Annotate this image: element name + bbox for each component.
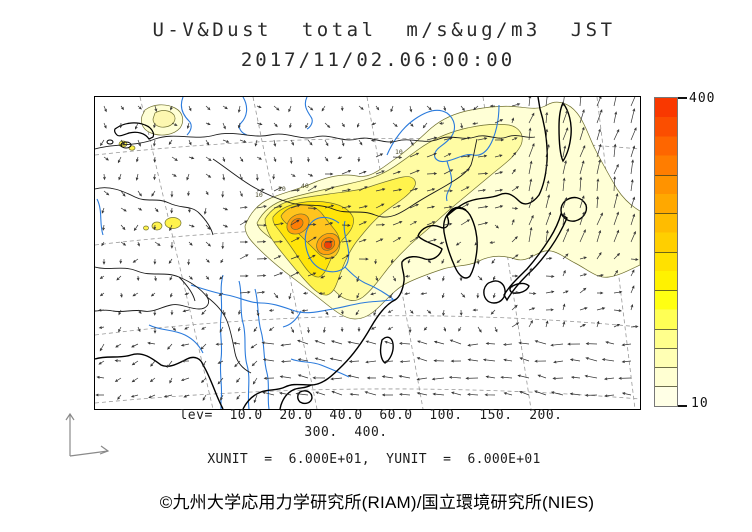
coast-ne-mainland — [446, 97, 548, 217]
wind-vector-field — [95, 97, 639, 404]
colorbar-divider — [655, 367, 677, 368]
colorbar-divider — [655, 347, 677, 349]
contour-levels-line2: 300. 400. — [304, 425, 388, 440]
map-canvas: 10 20 40 10 — [94, 96, 641, 410]
unit-vector-axes-icon — [65, 412, 110, 457]
coast-shikoku — [509, 282, 530, 294]
coast-vietnam — [279, 384, 312, 409]
dust-blob-west-3 — [143, 225, 149, 231]
dust-core-1-200 — [290, 218, 304, 230]
colorbar-divider — [655, 290, 677, 291]
contour-levels-line1: lev= 10.0 20.0 40.0 60.0 100. 150. 200. — [179, 408, 563, 423]
river-xi — [290, 358, 350, 378]
border-myanmar — [206, 296, 252, 374]
lake-balkhash — [114, 122, 155, 140]
figure-timestamp: 2017/11/02.06:00:00 — [240, 49, 516, 71]
river-irrawaddy — [219, 274, 224, 409]
river-amur-branch — [445, 160, 453, 202]
colorbar-divider — [655, 386, 677, 388]
colorbar — [654, 97, 678, 407]
coast-taiwan — [379, 336, 394, 364]
svg-text:40: 40 — [301, 182, 309, 190]
border-nepal-spur — [178, 276, 196, 302]
dust-patch-northwest-inner — [152, 110, 176, 128]
coast-sakhalin — [558, 101, 572, 163]
map-graphic: 10 20 40 10 — [95, 97, 640, 409]
svg-text:10: 10 — [255, 191, 263, 199]
svg-text:10: 10 — [395, 148, 403, 156]
colorbar-max-tick — [678, 97, 687, 99]
coast-korea — [442, 207, 478, 279]
border-russia — [95, 133, 536, 150]
river-salween — [238, 280, 250, 409]
coast-hokkaido — [560, 196, 588, 222]
dust-speck-2 — [128, 145, 136, 151]
river-yellow-loop — [304, 216, 350, 273]
contour-labels: 10 20 40 10 — [255, 148, 403, 199]
coast-indochina — [242, 383, 312, 409]
coastlines — [95, 97, 588, 409]
river-north-1 — [180, 97, 192, 136]
coast-hainan — [297, 390, 313, 405]
coast-honshu — [503, 212, 568, 302]
colorbar-min-label: 10 — [691, 396, 709, 411]
dust-blob-west-1 — [151, 221, 163, 231]
border-mongolia — [212, 138, 478, 218]
border-india-tibet — [95, 266, 210, 313]
river-west-edge — [96, 198, 104, 236]
colorbar-divider — [655, 174, 677, 176]
figure-title: U-V&Dust total m/s&ug/m3 JST — [152, 19, 616, 41]
coast-kyushu — [483, 280, 506, 304]
river-north-2 — [238, 97, 248, 136]
colorbar-divider — [655, 213, 677, 214]
river-ganges — [148, 324, 204, 354]
dust-contour-fills — [118, 101, 640, 320]
border-west-china — [95, 187, 214, 236]
lake-small — [106, 139, 114, 145]
colorbar-max-label: 400 — [689, 91, 716, 106]
dust-blob-west-2 — [164, 217, 182, 229]
colorbar-divider — [655, 251, 677, 253]
river-yangtze — [190, 284, 398, 314]
border-lines — [95, 133, 536, 374]
coast-india-bengal — [95, 353, 224, 409]
river-yellow-lower — [344, 266, 394, 300]
copyright-text: ©九州大学応用力学研究所(RIAM)/国立環境研究所(NIES) — [159, 493, 595, 512]
colorbar-min-tick — [678, 405, 687, 407]
colorbar-divider — [655, 328, 677, 330]
coast-china-east — [310, 206, 467, 386]
river-yangtze-trib — [282, 310, 302, 328]
svg-text:20: 20 — [278, 185, 286, 193]
river-north-3 — [304, 97, 313, 130]
unit-scale-text: XUNIT = 6.000E+01, YUNIT = 6.000E+01 — [207, 452, 541, 467]
